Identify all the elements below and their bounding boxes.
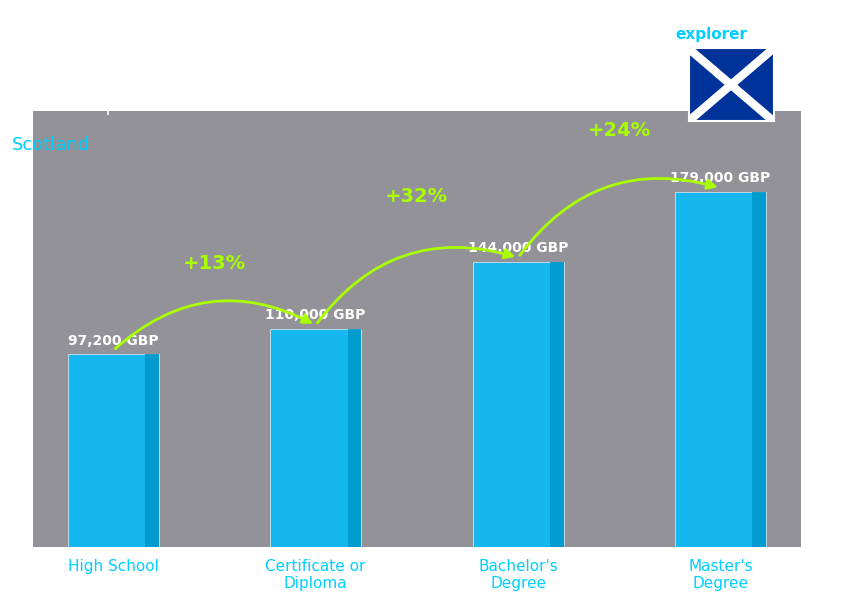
Bar [348, 329, 361, 547]
Text: salary: salary [612, 27, 665, 42]
Text: 97,200 GBP: 97,200 GBP [68, 333, 159, 347]
Text: Average Yearly Salary: Average Yearly Salary [819, 242, 830, 364]
Text: +13%: +13% [183, 255, 246, 273]
Bar [68, 355, 159, 547]
Text: Salary Comparison By Education: Salary Comparison By Education [12, 48, 520, 76]
Text: Go Developer: Go Developer [12, 97, 136, 115]
Text: 110,000 GBP: 110,000 GBP [265, 308, 366, 322]
Text: 144,000 GBP: 144,000 GBP [468, 241, 569, 255]
Text: +32%: +32% [385, 187, 449, 206]
Text: Scotland: Scotland [12, 136, 90, 155]
Bar [145, 355, 159, 547]
Bar [270, 329, 361, 547]
Bar [473, 262, 564, 547]
Bar [550, 262, 564, 547]
Text: explorer: explorer [676, 27, 748, 42]
Bar [752, 192, 766, 547]
Text: 179,000 GBP: 179,000 GBP [671, 171, 771, 185]
Text: +24%: +24% [587, 121, 651, 141]
Bar [675, 192, 766, 547]
Text: .com: .com [752, 27, 793, 42]
